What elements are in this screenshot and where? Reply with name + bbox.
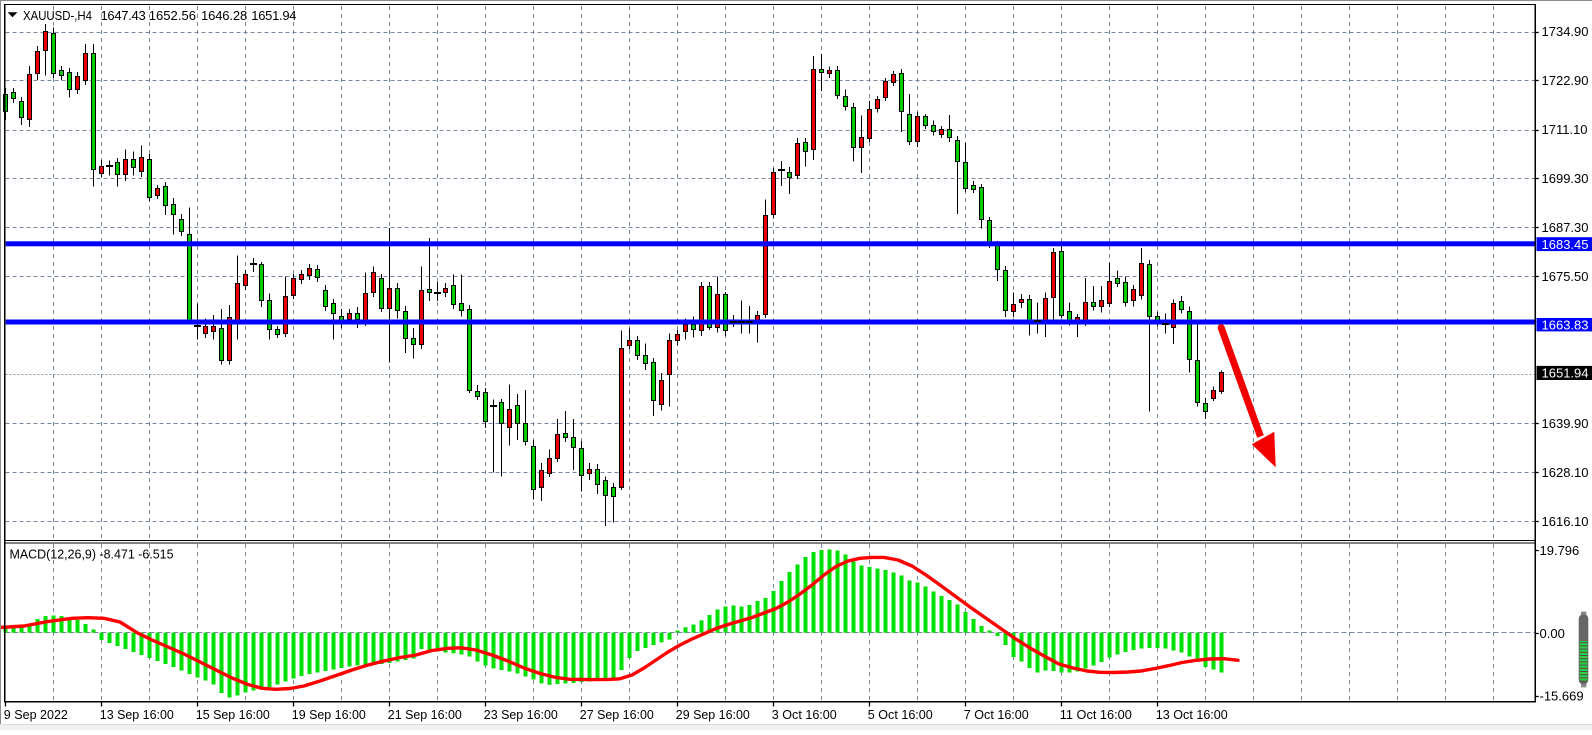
svg-text:13 Oct 16:00: 13 Oct 16:00 [1156,707,1228,722]
svg-text:1647.43: 1647.43 [101,8,146,23]
svg-text:1651.94: 1651.94 [1542,366,1589,381]
svg-text:7 Oct 16:00: 7 Oct 16:00 [964,707,1029,722]
svg-text:1675.50: 1675.50 [1542,269,1589,284]
svg-text:21 Sep 16:00: 21 Sep 16:00 [388,707,462,722]
svg-text:1687.30: 1687.30 [1542,220,1589,235]
svg-text:XAUUSD-,H4: XAUUSD-,H4 [23,8,92,23]
svg-text:1663.83: 1663.83 [1542,317,1589,332]
svg-text:11 Oct 16:00: 11 Oct 16:00 [1060,707,1132,722]
svg-text:19 Sep 16:00: 19 Sep 16:00 [292,707,366,722]
svg-text:-15.669: -15.669 [1540,688,1584,703]
svg-text:1646.28: 1646.28 [201,8,247,23]
svg-text:5 Oct 16:00: 5 Oct 16:00 [868,707,933,722]
svg-text:23 Sep 16:00: 23 Sep 16:00 [484,707,558,722]
svg-text:13 Sep 16:00: 13 Sep 16:00 [100,707,174,722]
svg-text:1628.10: 1628.10 [1542,465,1589,480]
svg-text:1639.90: 1639.90 [1542,416,1589,431]
svg-text:0.00: 0.00 [1540,626,1565,641]
svg-text:1683.45: 1683.45 [1542,237,1589,252]
svg-text:1651.94: 1651.94 [251,8,296,23]
svg-text:1722.90: 1722.90 [1542,73,1589,88]
svg-text:29 Sep 16:00: 29 Sep 16:00 [676,707,750,722]
svg-text:MACD(12,26,9) -8.471 -6.515: MACD(12,26,9) -8.471 -6.515 [10,548,174,562]
svg-text:3 Oct 16:00: 3 Oct 16:00 [772,707,837,722]
svg-text:9 Sep 2022: 9 Sep 2022 [4,707,68,722]
svg-text:1616.10: 1616.10 [1542,514,1589,529]
svg-text:19.796: 19.796 [1540,543,1580,558]
svg-text:15 Sep 16:00: 15 Sep 16:00 [196,707,270,722]
svg-text:1734.90: 1734.90 [1542,24,1589,39]
svg-text:1699.30: 1699.30 [1542,171,1589,186]
svg-text:1652.56: 1652.56 [149,8,196,23]
svg-text:27 Sep 16:00: 27 Sep 16:00 [580,707,654,722]
svg-text:1711.10: 1711.10 [1542,122,1588,137]
